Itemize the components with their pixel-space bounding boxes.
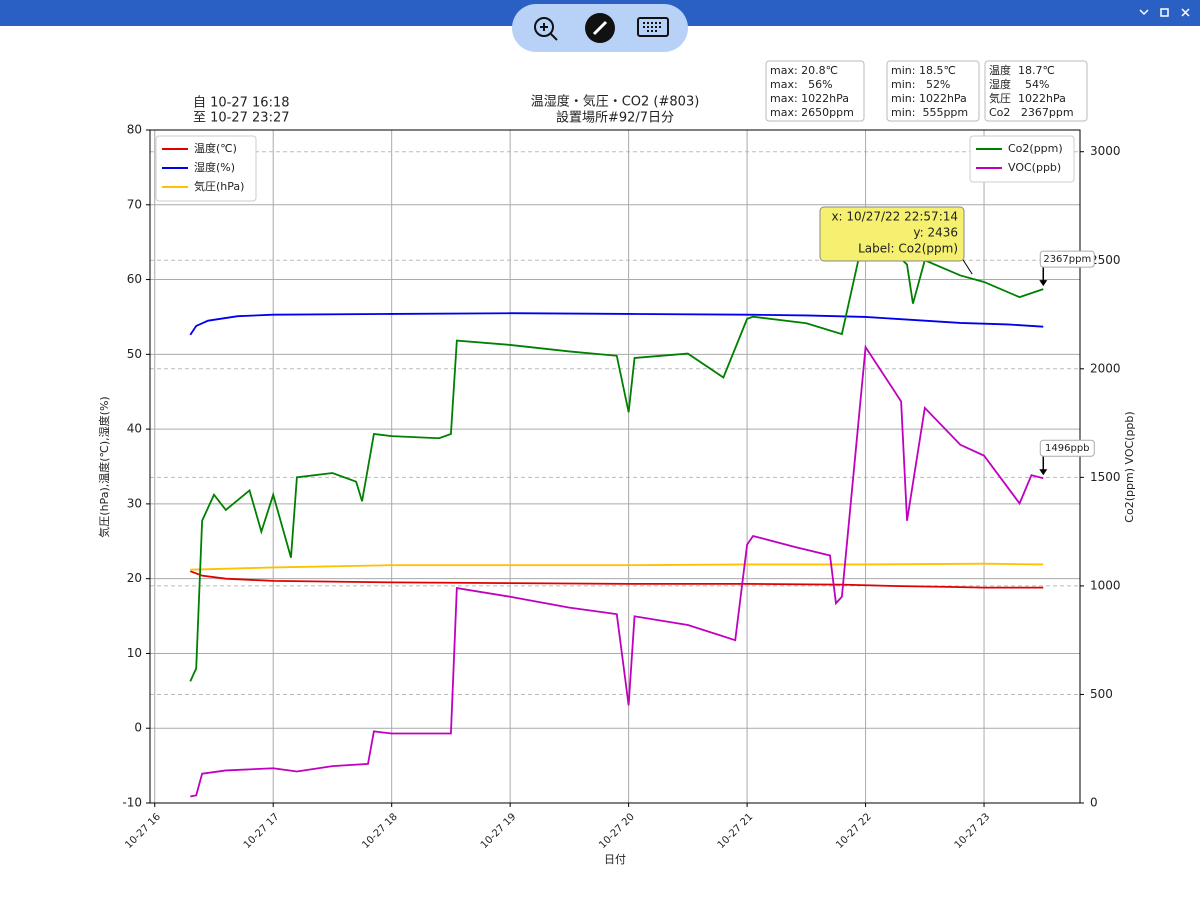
x-tick-label: 10-27 21 [716,811,756,851]
period-label: 自 10-27 16:18 [193,96,290,111]
x-tick-label: 10-27 19 [479,811,519,851]
info-text: min: 52% [891,78,950,91]
info-text: 温度 18.7℃ [989,63,1055,77]
info-text: 気圧 1022hPa [989,91,1066,105]
remote-button[interactable] [585,13,615,43]
y-tick-label: 80 [127,123,142,137]
y2-tick-label: 500 [1090,687,1113,701]
info-text: max: 1022hPa [770,92,849,105]
y-tick-label: 50 [127,347,142,361]
x-tick-label: 10-27 16 [123,811,163,851]
x-tick-label: 10-27 22 [834,811,874,851]
y-tick-label: 0 [134,721,142,735]
tooltip-text: x: 10/27/22 22:57:14 [831,210,958,224]
y2-tick-label: 3000 [1090,144,1121,158]
y2-tick-label: 0 [1090,796,1098,810]
y-tick-label: 60 [127,272,142,286]
info-text: max: 20.8℃ [770,64,838,77]
zoom-button[interactable] [534,17,558,41]
annotation-text: 1496ppb [1045,443,1090,454]
tooltip-text: Label: Co2(ppm) [858,242,958,256]
legend-label: 温度(℃) [194,141,237,155]
y2-tick-label: 1500 [1090,470,1121,484]
y-tick-label: 70 [127,197,142,211]
y-tick-label: -10 [122,796,142,810]
series-line [189,226,1044,682]
info-text: min: 1022hPa [891,92,967,105]
y-tick-label: 20 [127,571,142,585]
annotation-box [1039,250,1095,268]
tooltip-text: y: 2436 [913,226,958,240]
keyboard-button[interactable] [637,17,669,37]
y-tick-label: 10 [127,646,142,660]
y-tick-label: 30 [127,496,142,510]
x-tick-label: 10-27 23 [953,811,993,851]
y-axis-label: 気圧(hPa),温度(℃),湿度(%) [97,396,111,537]
legend-box [969,135,1075,183]
info-text: max: 2650ppm [770,106,854,119]
info-text: min: 555ppm [891,106,968,119]
series-line [190,562,1044,571]
period-label: 至 10-27 23:27 [193,111,290,126]
info-text: Co2 2367ppm [989,106,1074,119]
menu-button[interactable] [1139,9,1149,16]
arrow-head [1039,280,1048,287]
series-line [189,570,1044,589]
legend-label: 気圧(hPa) [194,179,244,193]
legend-box [155,135,257,202]
info-box [886,60,980,122]
close-button[interactable] [1181,8,1190,17]
arrow-head [1039,469,1048,476]
x-axis-label: 日付 [604,853,626,866]
legend-label: VOC(ppb) [1008,161,1061,174]
chart-subtitle: 設置場所#92/7日分 [556,110,674,126]
y2-tick-label: 2500 [1090,253,1121,267]
x-tick-label: 10-27 18 [360,811,400,851]
maximize-button[interactable] [1160,8,1169,17]
info-text: min: 18.5℃ [891,64,956,77]
y2-tick-label: 1000 [1090,578,1121,592]
chart-title: 温湿度・気圧・CO2 (#803) [531,94,700,110]
tooltip [819,206,965,262]
series-line [189,312,1044,336]
y-tick-label: 40 [127,422,142,436]
annotation-text: 2367ppm [1043,254,1091,265]
series-line [190,344,1044,798]
y2-tick-label: 2000 [1090,361,1121,375]
info-text: max: 56% [770,78,833,91]
plot-frame [149,129,1081,804]
info-box [765,60,865,122]
x-tick-label: 10-27 20 [597,811,637,851]
legend-label: Co2(ppm) [1008,142,1063,155]
info-box [984,60,1088,122]
legend-label: 湿度(%) [194,160,235,174]
x-tick-label: 10-27 17 [242,811,282,851]
y2-axis-label: Co2(ppm) VOC(ppb) [1123,411,1136,522]
info-text: 湿度 54% [989,77,1049,91]
annotation-box [1039,439,1095,457]
